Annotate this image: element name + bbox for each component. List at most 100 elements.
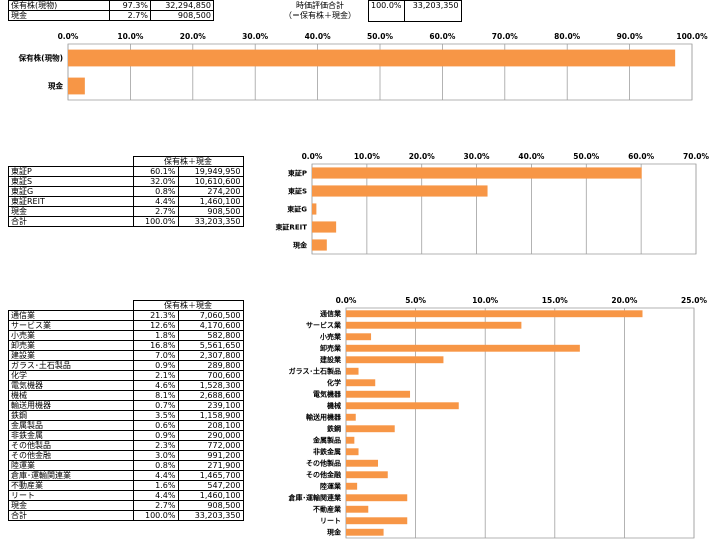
y-category-label: 不動産業 xyxy=(313,505,342,514)
row-label: 機械 xyxy=(8,390,134,401)
row-label: 東証P xyxy=(8,166,134,177)
row-label: 東証G xyxy=(8,186,134,197)
y-category-label: 鉄鋼 xyxy=(327,424,341,433)
bar xyxy=(312,185,488,197)
row-label: 小売業 xyxy=(8,330,134,341)
row-label: 合計 xyxy=(8,510,134,521)
row-label: サービス業 xyxy=(8,320,134,331)
table-row: 鉄鋼 3.5% 1,158,900 xyxy=(8,410,244,421)
total-pct: 100.0% xyxy=(368,0,405,22)
row-label: 陸運業 xyxy=(8,460,134,471)
row-pct: 2.7% xyxy=(109,10,151,21)
x-tick-label: 20.0% xyxy=(180,32,207,41)
row-label: 非鉄金属 xyxy=(8,430,134,441)
y-category-label: 倉庫･運輸関連業 xyxy=(288,493,342,502)
x-tick-label: 20.0% xyxy=(409,152,436,161)
row-value: 700,600 xyxy=(177,370,244,381)
plot-frame xyxy=(345,307,695,539)
table-header: 保有株＋現金 xyxy=(132,156,244,167)
table-header-row: 保有株＋現金 xyxy=(8,156,244,167)
table-row: 電気機器 4.6% 1,528,300 xyxy=(8,380,244,391)
market-table: 保有株＋現金 東証P 60.1% 19,949,950 東証S 32.0% 10,610,… xyxy=(8,156,244,227)
table-row: 現金 2.7% 908,500 xyxy=(8,206,244,217)
row-label: 卸売業 xyxy=(8,340,134,351)
bar xyxy=(312,203,317,215)
table-row: ガラス･土石製品 0.9% 289,800 xyxy=(8,360,244,371)
bar xyxy=(346,528,384,536)
row-label: その他製品 xyxy=(8,440,134,451)
bar xyxy=(346,310,643,318)
x-tick-label: 10.0% xyxy=(117,32,144,41)
x-tick-label: 30.0% xyxy=(242,32,269,41)
bar xyxy=(312,239,327,251)
row-pct: 3.0% xyxy=(132,450,179,461)
table-row: 合計 100.0% 33,203,350 xyxy=(8,510,244,521)
table-row: リート 4.4% 1,460,100 xyxy=(8,490,244,501)
row-pct: 0.9% xyxy=(132,430,179,441)
table-row: その他製品 2.3% 772,000 xyxy=(8,440,244,451)
x-tick-label: 90.0% xyxy=(617,32,644,41)
x-tick-label: 0.0% xyxy=(336,296,357,305)
row-value: 239,100 xyxy=(177,400,244,411)
table-row: 化学 2.1% 700,600 xyxy=(8,370,244,381)
table-row: 東証REIT 4.4% 1,460,100 xyxy=(8,196,244,207)
row-value: 1,158,900 xyxy=(177,410,244,421)
y-category-label: 現金 xyxy=(327,528,342,537)
x-tick-label: 50.0% xyxy=(573,152,600,161)
x-tick-label: 80.0% xyxy=(554,32,581,41)
bar xyxy=(346,379,376,387)
x-tick-label: 0.0% xyxy=(302,152,323,161)
y-category-label: 陸運業 xyxy=(320,482,342,491)
x-tick-label: 30.0% xyxy=(464,152,491,161)
bar xyxy=(312,167,642,179)
x-tick-label: 20.0% xyxy=(611,296,638,305)
row-label: ガラス･土石製品 xyxy=(8,360,134,371)
x-tick-label: 100.0% xyxy=(676,32,708,41)
row-value: 547,200 xyxy=(177,480,244,491)
y-category-label: その他製品 xyxy=(306,459,341,468)
table-row: 保有株(現物) 97.3% 32,294,850 xyxy=(8,0,214,11)
row-label: 現金 xyxy=(8,206,134,217)
y-category-label: 東証P xyxy=(288,168,307,177)
bar xyxy=(68,49,676,67)
row-value: 582,800 xyxy=(177,330,244,341)
row-pct: 1.8% xyxy=(132,330,179,341)
bar xyxy=(346,494,408,502)
row-value: 1,460,100 xyxy=(177,490,244,501)
row-label: 東証S xyxy=(8,176,134,187)
x-tick-label: 40.0% xyxy=(305,32,332,41)
row-label: リート xyxy=(8,490,134,501)
y-category-label: 現金 xyxy=(48,81,63,91)
y-category-label: 卸売業 xyxy=(320,344,342,353)
table-row: 非鉄金属 0.9% 290,000 xyxy=(8,430,244,441)
row-label: 建設業 xyxy=(8,350,134,361)
x-tick-label: 0.0% xyxy=(58,32,79,41)
row-pct: 32.0% xyxy=(132,176,179,187)
table-row: 通信業 21.3% 7,060,500 xyxy=(8,310,244,321)
table-row: 卸売業 16.8% 5,561,650 xyxy=(8,340,244,351)
chart-market: 0.0% 10.0% 20.0% 30.0% 40.0% 50.0% 60.0% 70.0% 東… xyxy=(275,152,710,255)
row-pct: 4.6% xyxy=(132,380,179,391)
bar xyxy=(346,333,372,341)
y-category-label: 小売業 xyxy=(319,332,342,341)
bar xyxy=(346,459,379,467)
row-label: 倉庫･運輸関連業 xyxy=(8,470,134,481)
total-value: 33,203,350 xyxy=(403,0,462,22)
row-pct: 0.9% xyxy=(132,360,179,371)
summary-table: 保有株(現物) 97.3% 32,294,850 現金 2.7% 908,500 xyxy=(8,0,214,21)
y-category-label: 現金 xyxy=(293,240,308,249)
bar xyxy=(346,402,459,410)
row-label: 輸送用機器 xyxy=(8,400,134,411)
row-label: 東証REIT xyxy=(8,196,134,207)
row-value: 991,200 xyxy=(177,450,244,461)
bar xyxy=(346,425,395,433)
x-tick-label: 60.0% xyxy=(628,152,655,161)
row-pct: 97.3% xyxy=(109,0,151,11)
x-tick-label: 70.0% xyxy=(683,152,710,161)
x-tick-label: 70.0% xyxy=(492,32,519,41)
table-row: 合計 100.0% 33,203,350 xyxy=(8,216,244,227)
y-category-label: 東証REIT xyxy=(275,222,307,231)
table-row: 機械 8.1% 2,688,600 xyxy=(8,390,244,401)
table-row: 陸運業 0.8% 271,900 xyxy=(8,460,244,471)
row-pct: 0.6% xyxy=(132,420,179,431)
